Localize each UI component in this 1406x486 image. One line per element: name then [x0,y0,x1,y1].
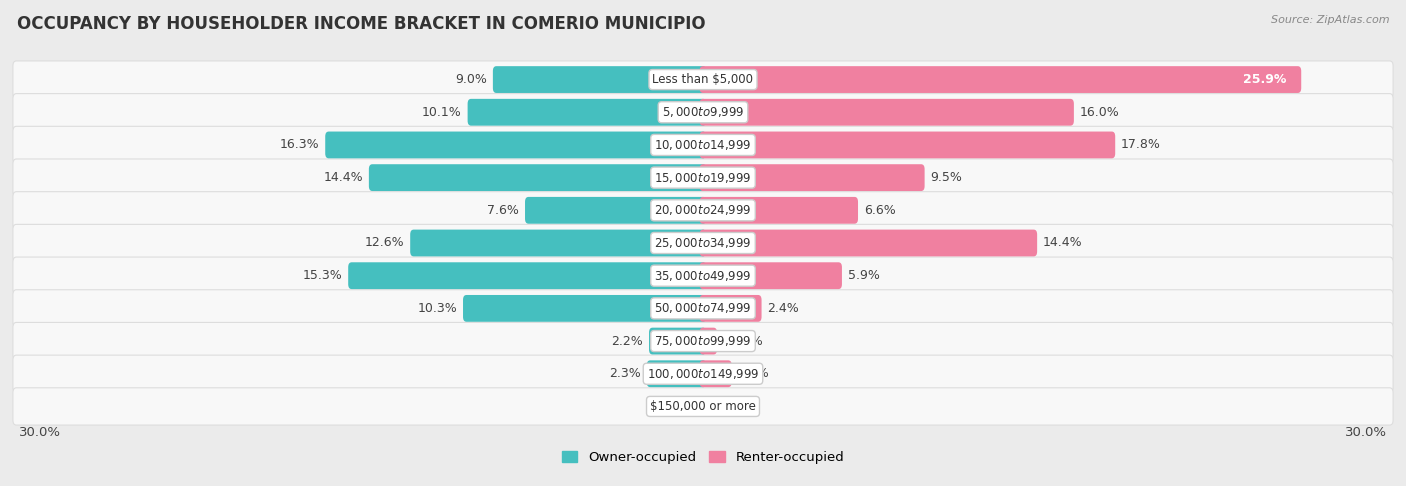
FancyBboxPatch shape [13,61,1393,98]
FancyBboxPatch shape [13,159,1393,196]
FancyBboxPatch shape [700,295,762,322]
Text: 9.0%: 9.0% [456,73,486,86]
Text: 12.6%: 12.6% [364,237,405,249]
Text: $75,000 to $99,999: $75,000 to $99,999 [654,334,752,348]
Text: 2.4%: 2.4% [768,302,799,315]
FancyBboxPatch shape [700,229,1038,257]
Text: 6.6%: 6.6% [863,204,896,217]
FancyBboxPatch shape [13,257,1393,295]
FancyBboxPatch shape [468,99,706,126]
FancyBboxPatch shape [13,191,1393,229]
Text: 10.1%: 10.1% [422,106,461,119]
FancyBboxPatch shape [13,225,1393,261]
Text: 1.1%: 1.1% [738,367,769,380]
Text: 15.3%: 15.3% [302,269,343,282]
Text: OCCUPANCY BY HOUSEHOLDER INCOME BRACKET IN COMERIO MUNICIPIO: OCCUPANCY BY HOUSEHOLDER INCOME BRACKET … [17,15,706,33]
Text: 10.3%: 10.3% [418,302,457,315]
FancyBboxPatch shape [411,229,706,257]
Text: 0.0%: 0.0% [662,400,693,413]
Text: $20,000 to $24,999: $20,000 to $24,999 [654,203,752,217]
Text: 30.0%: 30.0% [1346,426,1388,439]
FancyBboxPatch shape [13,355,1393,392]
FancyBboxPatch shape [13,94,1393,131]
Text: Less than $5,000: Less than $5,000 [652,73,754,86]
Text: 2.3%: 2.3% [609,367,641,380]
Text: $35,000 to $49,999: $35,000 to $49,999 [654,269,752,283]
FancyBboxPatch shape [700,66,1301,93]
Text: $100,000 to $149,999: $100,000 to $149,999 [647,367,759,381]
Text: 5.9%: 5.9% [848,269,880,282]
Text: 2.2%: 2.2% [612,334,644,347]
Legend: Owner-occupied, Renter-occupied: Owner-occupied, Renter-occupied [557,446,849,469]
Text: $10,000 to $14,999: $10,000 to $14,999 [654,138,752,152]
Text: 9.5%: 9.5% [931,171,962,184]
FancyBboxPatch shape [700,262,842,289]
Text: $150,000 or more: $150,000 or more [650,400,756,413]
FancyBboxPatch shape [650,328,706,354]
FancyBboxPatch shape [13,388,1393,425]
FancyBboxPatch shape [13,322,1393,360]
FancyBboxPatch shape [700,99,1074,126]
FancyBboxPatch shape [463,295,706,322]
FancyBboxPatch shape [700,360,731,387]
Text: $50,000 to $74,999: $50,000 to $74,999 [654,301,752,315]
Text: 7.6%: 7.6% [488,204,519,217]
FancyBboxPatch shape [700,132,1115,158]
Text: $25,000 to $34,999: $25,000 to $34,999 [654,236,752,250]
FancyBboxPatch shape [325,132,706,158]
Text: 14.4%: 14.4% [323,171,363,184]
Text: $15,000 to $19,999: $15,000 to $19,999 [654,171,752,185]
FancyBboxPatch shape [700,164,925,191]
Text: 0.46%: 0.46% [723,334,762,347]
Text: 16.0%: 16.0% [1080,106,1119,119]
FancyBboxPatch shape [494,66,706,93]
Text: 25.9%: 25.9% [1243,73,1286,86]
FancyBboxPatch shape [700,328,717,354]
FancyBboxPatch shape [349,262,706,289]
Text: 16.3%: 16.3% [280,139,319,152]
FancyBboxPatch shape [647,360,706,387]
Text: 30.0%: 30.0% [18,426,60,439]
Text: 14.4%: 14.4% [1043,237,1083,249]
FancyBboxPatch shape [700,197,858,224]
FancyBboxPatch shape [368,164,706,191]
FancyBboxPatch shape [13,290,1393,327]
Text: Source: ZipAtlas.com: Source: ZipAtlas.com [1271,15,1389,25]
Text: 17.8%: 17.8% [1121,139,1161,152]
FancyBboxPatch shape [13,126,1393,164]
Text: $5,000 to $9,999: $5,000 to $9,999 [662,105,744,119]
Text: 0.0%: 0.0% [713,400,744,413]
FancyBboxPatch shape [524,197,706,224]
